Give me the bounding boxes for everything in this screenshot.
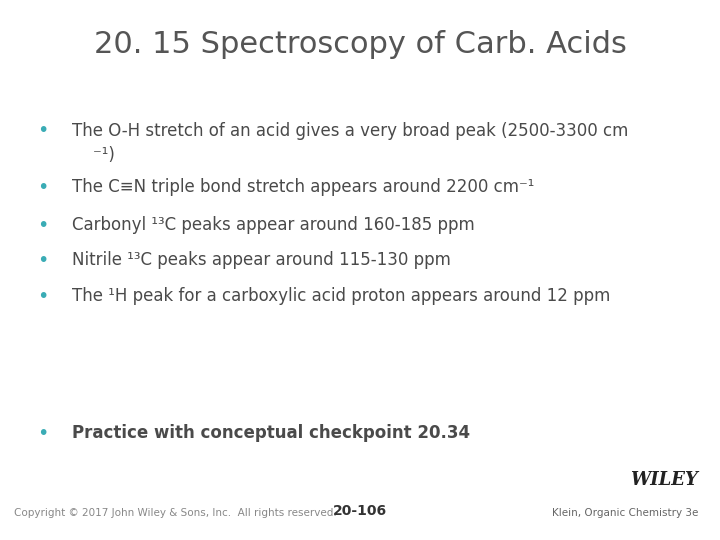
Text: The O-H stretch of an acid gives a very broad peak (2500-3300 cm
    ⁻¹): The O-H stretch of an acid gives a very … <box>72 122 629 165</box>
Text: •: • <box>37 122 49 140</box>
Text: •: • <box>37 424 49 443</box>
Text: Practice with conceptual checkpoint 20.34: Practice with conceptual checkpoint 20.3… <box>72 424 470 442</box>
Text: •: • <box>37 251 49 270</box>
Text: Copyright © 2017 John Wiley & Sons, Inc.  All rights reserved.: Copyright © 2017 John Wiley & Sons, Inc.… <box>14 508 337 518</box>
Text: Klein, Organic Chemistry 3e: Klein, Organic Chemistry 3e <box>552 508 698 518</box>
Text: The ¹H peak for a carboxylic acid proton appears around 12 ppm: The ¹H peak for a carboxylic acid proton… <box>72 287 611 305</box>
Text: Nitrile ¹³C peaks appear around 115-130 ppm: Nitrile ¹³C peaks appear around 115-130 … <box>72 251 451 269</box>
Text: •: • <box>37 287 49 306</box>
Text: The C≡N triple bond stretch appears around 2200 cm⁻¹: The C≡N triple bond stretch appears arou… <box>72 178 534 196</box>
Text: 20. 15 Spectroscopy of Carb. Acids: 20. 15 Spectroscopy of Carb. Acids <box>94 30 626 59</box>
Text: 20-106: 20-106 <box>333 504 387 518</box>
Text: Carbonyl ¹³C peaks appear around 160-185 ppm: Carbonyl ¹³C peaks appear around 160-185… <box>72 216 474 234</box>
Text: •: • <box>37 216 49 235</box>
Text: •: • <box>37 178 49 197</box>
Text: WILEY: WILEY <box>631 471 698 489</box>
